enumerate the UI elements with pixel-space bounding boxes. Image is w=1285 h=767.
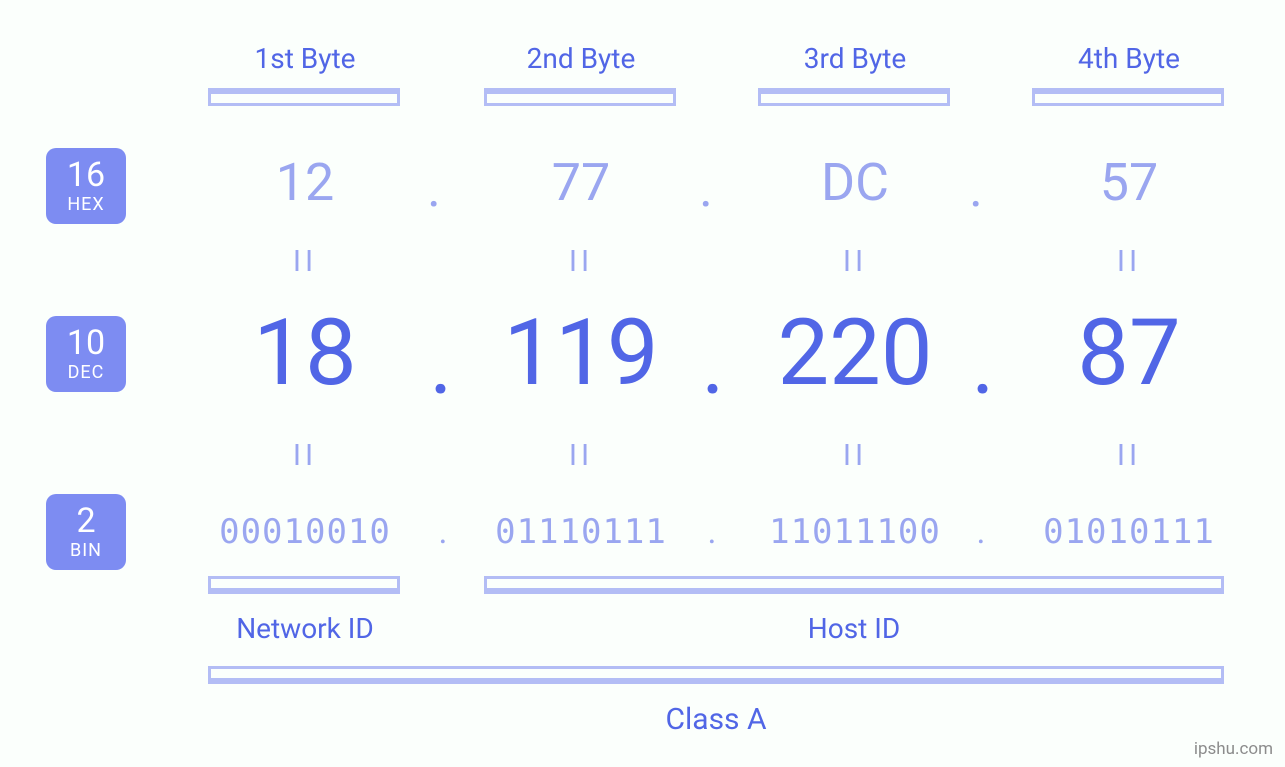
badge-dec: 10 DEC [46, 316, 126, 392]
badge-bin: 2 BIN [46, 494, 126, 570]
hex-byte-2: 77 [476, 152, 686, 213]
equals-hex-dec-1: II [200, 244, 410, 279]
host-bracket [484, 576, 1224, 594]
hex-byte-1: 12 [200, 152, 410, 213]
class-bracket [208, 666, 1224, 684]
watermark: ipshu.com [1194, 739, 1273, 759]
dec-byte-2: 119 [476, 300, 686, 407]
equals-dec-bin-3: II [750, 438, 960, 473]
badge-hex-label: HEX [67, 194, 104, 215]
hex-dot-2: . [690, 158, 722, 219]
badge-hex-radix: 16 [67, 158, 105, 192]
dec-byte-4: 87 [1024, 300, 1234, 407]
dec-dot-2: . [690, 312, 736, 415]
bin-dot-1: . [428, 512, 458, 552]
top-bracket-3 [758, 88, 950, 106]
equals-dec-bin-4: II [1024, 438, 1234, 473]
top-bracket-2 [484, 88, 676, 106]
bin-dot-2: . [697, 512, 727, 552]
class-label: Class A [208, 702, 1224, 737]
equals-hex-dec-4: II [1024, 244, 1234, 279]
ip-breakdown-diagram: 1st Byte 2nd Byte 3rd Byte 4th Byte 16 H… [0, 0, 1285, 767]
host-id-label: Host ID [484, 612, 1224, 645]
equals-dec-bin-2: II [476, 438, 686, 473]
badge-dec-label: DEC [68, 362, 105, 383]
network-bracket [208, 576, 400, 594]
hex-byte-4: 57 [1024, 152, 1234, 213]
badge-dec-radix: 10 [67, 326, 105, 360]
dec-dot-1: . [418, 312, 464, 415]
equals-dec-bin-1: II [200, 438, 410, 473]
bin-byte-3: 11011100 [750, 512, 960, 552]
bin-dot-3: . [966, 512, 996, 552]
hex-byte-3: DC [750, 152, 960, 213]
badge-hex: 16 HEX [46, 148, 126, 224]
bin-byte-2: 01110111 [476, 512, 686, 552]
bin-byte-4: 01010111 [1024, 512, 1234, 552]
hex-dot-1: . [418, 158, 450, 219]
byte-header-4: 4th Byte [1024, 42, 1234, 75]
badge-bin-label: BIN [70, 540, 102, 561]
bin-byte-1: 00010010 [200, 512, 410, 552]
top-bracket-4 [1032, 88, 1224, 106]
byte-header-1: 1st Byte [200, 42, 410, 75]
hex-dot-3: . [960, 158, 992, 219]
byte-header-2: 2nd Byte [476, 42, 686, 75]
dec-dot-3: . [960, 312, 1006, 415]
network-id-label: Network ID [200, 612, 410, 645]
byte-header-3: 3rd Byte [750, 42, 960, 75]
equals-hex-dec-3: II [750, 244, 960, 279]
badge-bin-radix: 2 [76, 504, 95, 538]
top-bracket-1 [208, 88, 400, 106]
equals-hex-dec-2: II [476, 244, 686, 279]
dec-byte-1: 18 [200, 300, 410, 407]
dec-byte-3: 220 [750, 300, 960, 407]
